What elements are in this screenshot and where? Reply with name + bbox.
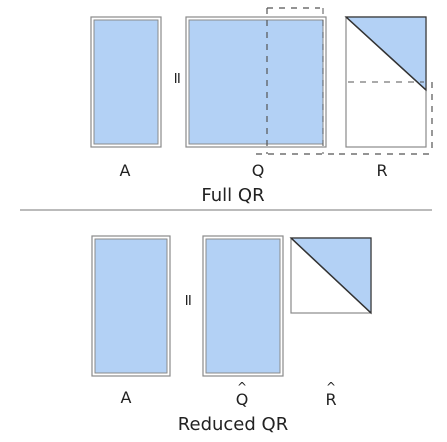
full-label-r: R	[376, 161, 387, 180]
full-equals-sign: =	[168, 71, 187, 84]
reduced-r-hat-accent: ^	[326, 380, 336, 394]
full-r-matrix	[339, 16, 433, 155]
reduced-label-a: A	[121, 388, 132, 407]
reduced-qr-title: Reduced QR	[178, 414, 288, 435]
full-label-a: A	[120, 161, 131, 180]
full-label-q: Q	[252, 161, 265, 180]
reduced-equals-sign: =	[179, 293, 198, 306]
reduced-rhat-matrix	[289, 237, 372, 315]
reduced-label-r: R	[325, 390, 336, 409]
reduced-q-hat-accent: ^	[237, 380, 247, 394]
reduced-a-matrix	[91, 235, 171, 377]
full-a-matrix	[90, 16, 162, 148]
reduced-qr-section: = A ^ Q ^ R Reduced QR	[91, 235, 372, 435]
full-qr-title: Full QR	[201, 185, 264, 206]
reduced-qhat-matrix	[202, 235, 284, 377]
full-qr-section: = A Q R Full QR	[90, 7, 433, 206]
reduced-label-q: Q	[236, 390, 249, 409]
full-q-matrix	[185, 7, 340, 155]
